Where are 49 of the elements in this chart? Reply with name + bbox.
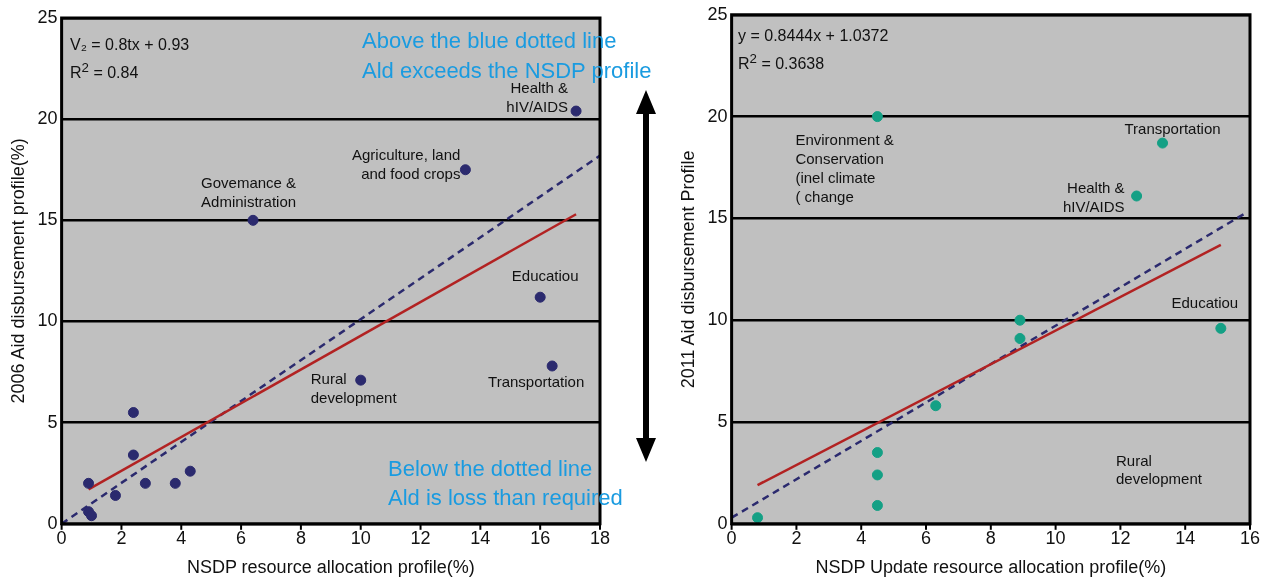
y-axis-title: 2006 Aid disbursement profile(%) bbox=[7, 138, 28, 404]
y-tick-label: 25 bbox=[37, 6, 58, 27]
annotation: Below the dotted line bbox=[388, 456, 593, 483]
annotation: R$^{2}$ = 0.3638 bbox=[738, 51, 825, 74]
x-tick-label: 4 bbox=[856, 527, 867, 548]
x-tick-label: 16 bbox=[530, 527, 551, 548]
y-axis-title: 2011 Aid disbursement Profile bbox=[677, 150, 698, 389]
x-tick-label: 2 bbox=[791, 527, 802, 548]
annotation: Environment & Conservation (inel climate ( change bbox=[795, 130, 894, 205]
x-tick-label: 16 bbox=[1239, 527, 1261, 548]
annotation: Educatiou bbox=[1171, 294, 1239, 312]
annotation: Govemance & Administration bbox=[201, 174, 297, 211]
y-tick-label: 5 bbox=[717, 410, 728, 431]
annotation: Health & hIV/AIDS bbox=[506, 79, 569, 116]
x-axis-title: NSDP resource allocation profile(%) bbox=[186, 557, 475, 578]
x-tick-label: 8 bbox=[295, 527, 306, 548]
y-tick-label: 25 bbox=[707, 3, 728, 24]
annotation: Educatiou bbox=[511, 267, 579, 285]
y-tick-label: 10 bbox=[37, 310, 58, 331]
x-tick-label: 2 bbox=[116, 527, 127, 548]
x-tick-label: 8 bbox=[985, 527, 996, 548]
x-tick-label: 12 bbox=[1110, 527, 1131, 548]
annotation: R$^{2}$ = 0.84 bbox=[70, 60, 139, 83]
y-tick-label: 10 bbox=[707, 309, 728, 330]
y-tick-label: 15 bbox=[707, 207, 728, 228]
annotation: Transportation bbox=[1124, 120, 1221, 138]
x-tick-label: 12 bbox=[410, 527, 431, 548]
annotation: Transportation bbox=[488, 373, 585, 391]
x-axis-title: NSDP Update resource allocation profile(%) bbox=[815, 557, 1167, 578]
y-tick-label: 20 bbox=[37, 108, 58, 129]
x-tick-label: 18 bbox=[589, 527, 611, 548]
y-tick-label: 15 bbox=[37, 209, 58, 230]
x-tick-label: 14 bbox=[470, 527, 491, 548]
annotation: y = 0.8444x + 1.0372 bbox=[738, 26, 889, 46]
x-tick-label: 10 bbox=[1045, 527, 1066, 548]
x-tick-label: 10 bbox=[350, 527, 371, 548]
y-tick-label: 0 bbox=[47, 512, 58, 533]
annotation: Rural development bbox=[310, 370, 398, 407]
annotation: V₂ = 0.8tx + 0.93 bbox=[70, 35, 190, 55]
x-tick-label: 6 bbox=[921, 527, 932, 548]
x-tick-label: 4 bbox=[176, 527, 187, 548]
annotation: Agriculture, land and food crops bbox=[352, 145, 461, 182]
x-tick-label: 14 bbox=[1175, 527, 1196, 548]
annotation: Health & hIV/AIDS bbox=[1062, 179, 1125, 216]
y-tick-label: 5 bbox=[47, 411, 58, 432]
y-tick-label: 20 bbox=[707, 105, 728, 126]
annotation: Rural development bbox=[1116, 452, 1202, 488]
x-tick-label: 6 bbox=[236, 527, 247, 548]
y-tick-label: 0 bbox=[717, 512, 728, 533]
